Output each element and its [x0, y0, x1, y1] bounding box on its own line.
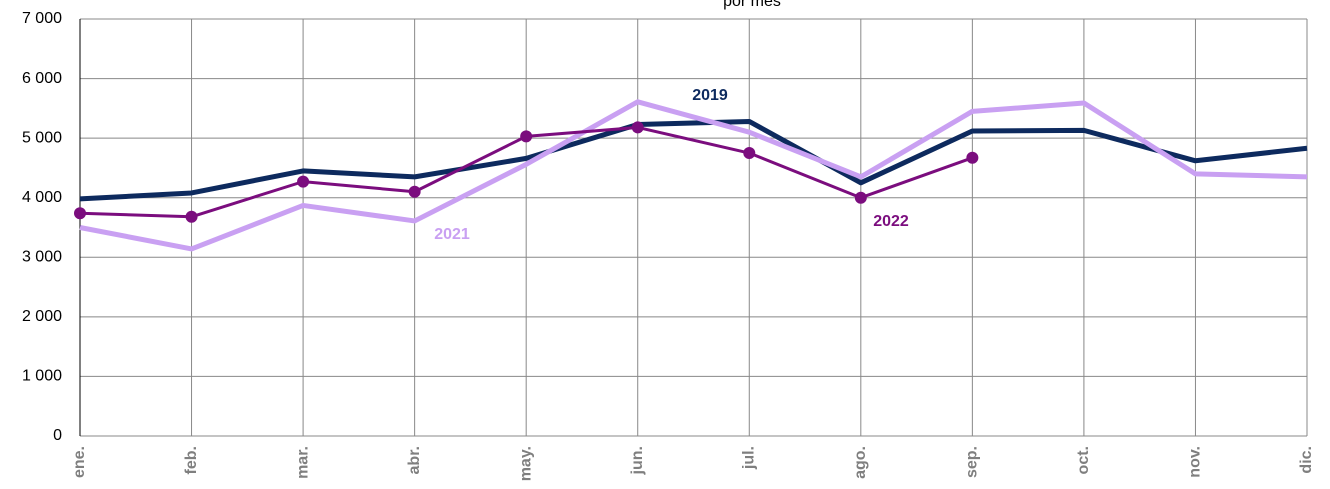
y-tick-label: 3 000 — [22, 249, 62, 266]
x-tick-label: mar. — [294, 446, 311, 479]
data-point — [966, 151, 979, 164]
x-tick-label: ene. — [71, 446, 88, 478]
x-tick-label: dic. — [1298, 446, 1315, 474]
data-point — [297, 175, 310, 188]
x-tick-label: may. — [517, 446, 534, 481]
series-line — [79, 118, 1308, 202]
y-tick-label: 1 000 — [22, 368, 62, 385]
series-label: 2022 — [873, 213, 909, 230]
x-tick-label: jul. — [740, 446, 757, 470]
data-point — [408, 185, 421, 198]
y-tick-label: 4 000 — [22, 189, 62, 206]
x-tick-label: abr. — [406, 446, 423, 474]
series-label: 2019 — [692, 87, 728, 104]
series-line — [79, 99, 1308, 252]
data-point — [743, 147, 756, 160]
data-point — [854, 191, 867, 204]
series-label: 2021 — [434, 226, 470, 243]
x-tick-label: ago. — [852, 446, 869, 479]
data-point — [185, 210, 198, 223]
y-tick-label: 7 000 — [22, 10, 62, 27]
x-tick-label: jun. — [629, 446, 646, 475]
data-point — [520, 130, 533, 143]
x-tick-label: oct. — [1075, 446, 1092, 474]
data-point — [631, 121, 644, 134]
x-tick-label: sep. — [964, 446, 981, 478]
y-tick-label: 0 — [53, 427, 62, 444]
data-point — [74, 207, 86, 220]
y-tick-label: 2 000 — [22, 308, 62, 325]
y-tick-label: 5 000 — [22, 129, 62, 146]
chart-title: por mes — [723, 0, 781, 10]
y-tick-label: 6 000 — [22, 70, 62, 87]
x-tick-label: feb. — [183, 446, 200, 474]
x-tick-label: nov. — [1187, 446, 1204, 478]
